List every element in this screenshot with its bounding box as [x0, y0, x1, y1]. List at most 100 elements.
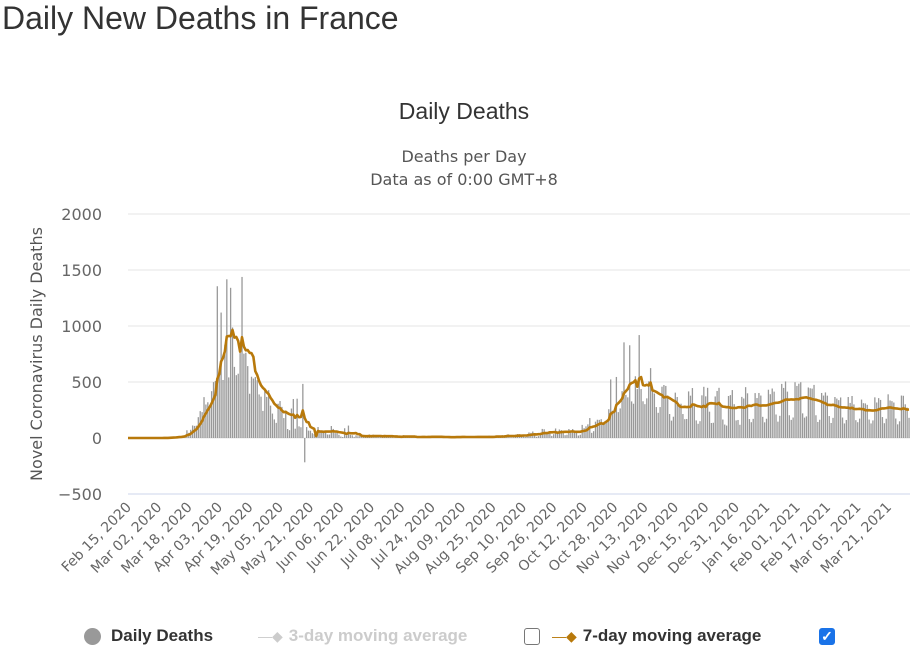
daily-deaths-bar[interactable] [832, 417, 834, 438]
daily-deaths-bar[interactable] [608, 409, 610, 438]
daily-deaths-bar[interactable] [872, 420, 874, 438]
daily-deaths-bar[interactable] [556, 433, 559, 438]
daily-deaths-bar[interactable] [218, 371, 220, 438]
daily-deaths-bar[interactable] [839, 397, 842, 438]
daily-deaths-bar[interactable] [775, 414, 777, 438]
daily-deaths-bar[interactable] [649, 368, 652, 438]
daily-deaths-bar[interactable] [283, 418, 285, 438]
daily-deaths-bar[interactable] [877, 398, 880, 438]
daily-deaths-bar[interactable] [560, 430, 562, 438]
daily-deaths-bar[interactable] [691, 388, 694, 438]
daily-deaths-bar[interactable] [606, 422, 608, 438]
daily-deaths-bar[interactable] [535, 436, 538, 438]
daily-deaths-bar[interactable] [300, 427, 302, 438]
daily-deaths-bar[interactable] [811, 388, 813, 438]
daily-deaths-bar[interactable] [794, 382, 796, 438]
daily-deaths-bar[interactable] [564, 435, 566, 438]
daily-deaths-bar[interactable] [642, 401, 644, 438]
daily-deaths-bar[interactable] [254, 377, 256, 438]
daily-deaths-bar[interactable] [600, 419, 602, 438]
daily-deaths-bar[interactable] [634, 376, 637, 438]
daily-deaths-bar[interactable] [585, 426, 587, 438]
daily-deaths-bar[interactable] [353, 436, 355, 438]
daily-deaths-bar[interactable] [693, 405, 695, 438]
daily-deaths-bar[interactable] [866, 404, 868, 438]
daily-deaths-bar[interactable] [805, 416, 808, 438]
daily-deaths-bar[interactable] [509, 437, 511, 438]
daily-deaths-bar[interactable] [667, 395, 669, 438]
daily-deaths-bar[interactable] [345, 435, 348, 438]
daily-deaths-bar[interactable] [632, 403, 635, 438]
daily-deaths-bar[interactable] [830, 422, 832, 438]
daily-deaths-bar[interactable] [228, 377, 230, 438]
daily-deaths-bar[interactable] [731, 390, 733, 438]
daily-deaths-bar[interactable] [720, 405, 722, 438]
daily-deaths-bar[interactable] [665, 385, 667, 438]
daily-deaths-bar[interactable] [305, 427, 308, 438]
daily-deaths-bar[interactable] [763, 422, 766, 438]
daily-deaths-bar[interactable] [847, 397, 849, 438]
3-day-average-checkbox[interactable] [524, 628, 540, 645]
daily-deaths-bar[interactable] [511, 437, 513, 438]
daily-deaths-bar[interactable] [648, 381, 650, 438]
daily-deaths-bar[interactable] [676, 397, 678, 438]
daily-deaths-bar[interactable] [250, 376, 253, 438]
daily-deaths-bar[interactable] [243, 353, 245, 438]
daily-deaths-bar[interactable] [760, 395, 762, 438]
daily-deaths-bar[interactable] [718, 387, 720, 438]
daily-deaths-bar[interactable] [209, 405, 211, 438]
daily-deaths-bar[interactable] [587, 424, 589, 438]
daily-deaths-bar[interactable] [617, 412, 619, 438]
daily-deaths-bar[interactable] [874, 397, 876, 438]
daily-deaths-bar[interactable] [796, 385, 798, 438]
daily-deaths-bar[interactable] [638, 335, 640, 438]
daily-deaths-bar[interactable] [686, 418, 688, 438]
daily-deaths-bar[interactable] [630, 401, 633, 438]
legend-item-3-day-average[interactable]: —◆ 3-day moving average [258, 626, 467, 646]
daily-deaths-bar[interactable] [771, 388, 773, 438]
7-day-average-checkbox[interactable]: ✓ [819, 628, 835, 645]
daily-deaths-bar[interactable] [260, 396, 262, 438]
daily-deaths-bar[interactable] [735, 420, 737, 438]
daily-deaths-bar[interactable] [646, 398, 648, 438]
daily-deaths-bar[interactable] [311, 433, 313, 438]
daily-deaths-bar[interactable] [285, 410, 287, 438]
daily-deaths-bar[interactable] [893, 402, 895, 438]
daily-deaths-bar[interactable] [294, 428, 296, 438]
daily-deaths-bar[interactable] [705, 396, 707, 438]
daily-deaths-bar[interactable] [269, 405, 272, 438]
daily-deaths-bar[interactable] [798, 383, 800, 438]
daily-deaths-bar[interactable] [659, 407, 661, 438]
daily-deaths-bar[interactable] [644, 404, 646, 438]
daily-deaths-bar[interactable] [754, 393, 756, 438]
daily-deaths-bar[interactable] [661, 386, 663, 438]
daily-deaths-bar[interactable] [699, 421, 701, 438]
daily-deaths-bar[interactable] [313, 434, 315, 438]
daily-deaths-bar[interactable] [551, 435, 553, 438]
daily-deaths-bar[interactable] [864, 403, 866, 438]
daily-deaths-bar[interactable] [602, 422, 604, 438]
daily-deaths-bar[interactable] [201, 412, 203, 438]
daily-deaths-bar[interactable] [670, 420, 673, 438]
daily-deaths-bar[interactable] [309, 430, 312, 438]
daily-deaths-bar[interactable] [790, 419, 792, 438]
daily-deaths-bar[interactable] [881, 417, 884, 438]
daily-deaths-bar[interactable] [684, 419, 686, 438]
daily-deaths-bar[interactable] [266, 396, 268, 438]
daily-deaths-bar[interactable] [765, 418, 768, 438]
daily-deaths-bar[interactable] [900, 395, 903, 438]
daily-deaths-bar[interactable] [380, 436, 382, 438]
daily-deaths-bar[interactable] [779, 415, 781, 438]
daily-deaths-bar[interactable] [355, 435, 357, 438]
daily-deaths-bar[interactable] [820, 392, 823, 438]
daily-deaths-bar[interactable] [687, 391, 690, 438]
daily-deaths-bar[interactable] [279, 401, 281, 438]
daily-deaths-bar[interactable] [568, 429, 570, 438]
daily-deaths-bar[interactable] [513, 437, 515, 438]
daily-deaths-bar[interactable] [229, 287, 232, 438]
daily-deaths-bar[interactable] [843, 423, 846, 438]
daily-deaths-bar[interactable] [357, 436, 359, 438]
daily-deaths-bar[interactable] [610, 379, 612, 438]
daily-deaths-bar[interactable] [207, 402, 209, 438]
daily-deaths-bar[interactable] [712, 422, 714, 438]
